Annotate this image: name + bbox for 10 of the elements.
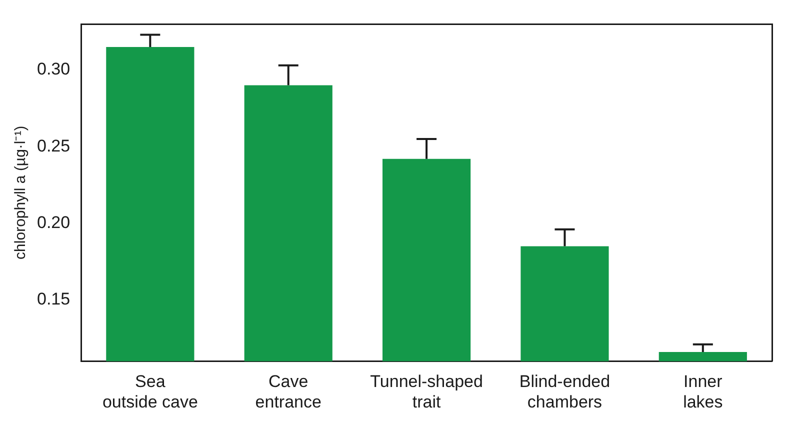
x-tick-label: Blind-ended chambers <box>519 372 610 412</box>
y-tick-label: 0.25 <box>36 136 70 156</box>
x-tick-label: Cave entrance <box>255 372 322 412</box>
x-tick-label: Tunnel-shaped trait <box>370 372 483 412</box>
y-tick-label: 0.30 <box>36 60 70 79</box>
x-tick-label: Inner lakes <box>683 372 723 412</box>
y-axis-title: chlorophyll a (µg·l⁻¹) <box>12 126 30 260</box>
y-tick-label: 0.15 <box>36 290 70 309</box>
y-tick-label: 0.20 <box>36 212 70 232</box>
x-tick-label: Sea outside cave <box>102 372 198 412</box>
